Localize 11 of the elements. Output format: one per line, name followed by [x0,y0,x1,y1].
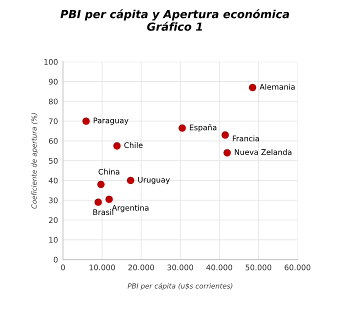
point [97,180,105,188]
point [223,149,231,156]
point [222,131,229,139]
chart-title: PBI per cápita y Apertura económica Gráfico 1 [60,9,290,31]
point [178,124,186,132]
point [248,84,256,92]
point [82,117,90,125]
point [94,198,102,206]
point [105,196,113,203]
point [126,176,134,184]
point [113,142,121,150]
